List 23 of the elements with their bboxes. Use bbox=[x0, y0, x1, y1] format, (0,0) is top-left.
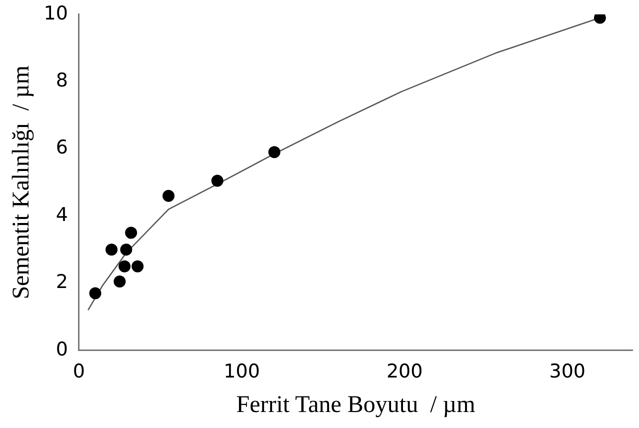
point bbox=[162, 190, 175, 202]
x-axis-title: Ferrit Tane Boyutu / µm bbox=[236, 392, 476, 418]
y-tick-label: 2 bbox=[56, 271, 68, 294]
y-tick-label: 10 bbox=[44, 2, 68, 24]
point bbox=[268, 146, 280, 158]
point bbox=[120, 244, 132, 256]
point bbox=[594, 14, 606, 24]
y-tick-label: 6 bbox=[56, 136, 68, 159]
point bbox=[114, 276, 126, 288]
x-tick-label: 200 bbox=[386, 360, 423, 383]
x-tick-label: 0 bbox=[72, 360, 86, 383]
y-axis-title: Sementit Kalınlığı / µm bbox=[8, 65, 35, 300]
point bbox=[118, 260, 131, 272]
y-tick-label: 4 bbox=[56, 204, 68, 226]
y-tick-label: 8 bbox=[56, 70, 68, 92]
point bbox=[132, 260, 144, 272]
x-tick-label: 300 bbox=[549, 360, 586, 383]
point bbox=[106, 244, 118, 256]
point bbox=[211, 174, 224, 187]
y-tick-label: 0 bbox=[56, 338, 68, 360]
point bbox=[89, 287, 102, 300]
x-tick-label: 100 bbox=[224, 360, 260, 383]
point bbox=[125, 226, 138, 239]
